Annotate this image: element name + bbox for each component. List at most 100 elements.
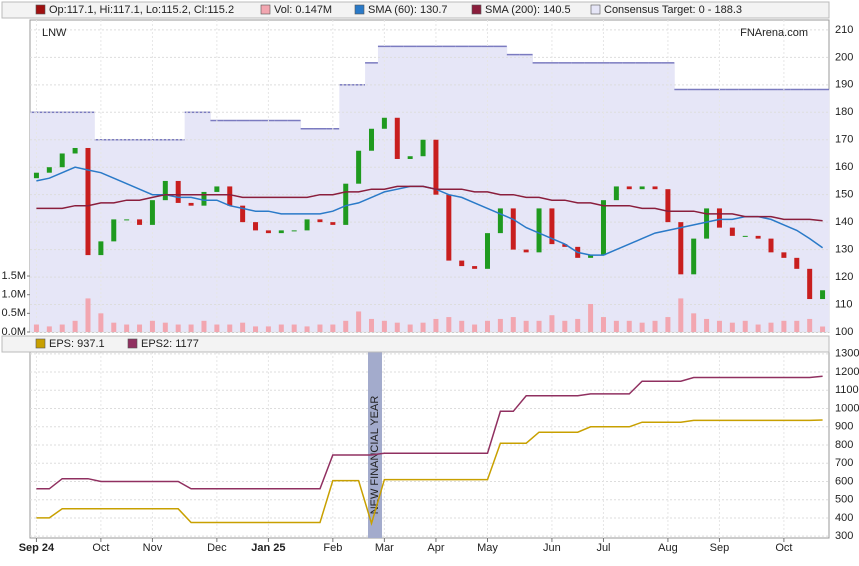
target-area (493, 46, 508, 332)
volume-bar (356, 311, 362, 332)
volume-bar (639, 322, 645, 332)
volume-bar (381, 320, 387, 332)
legend-bar (1, 335, 830, 353)
volume-bar (85, 298, 91, 332)
target-area (236, 120, 250, 333)
volume-bar (227, 324, 233, 332)
target-area (171, 139, 186, 332)
candle (497, 208, 503, 234)
legend-label: EPS: 937.1 (49, 338, 105, 350)
target-area (622, 62, 637, 333)
volume-bar (729, 322, 735, 332)
legend-swatch (354, 4, 365, 15)
candle (149, 200, 155, 225)
target-area (416, 46, 430, 332)
candle (510, 208, 516, 250)
target-area (210, 120, 224, 333)
candle (304, 219, 310, 231)
volume-bar (781, 320, 787, 332)
target-area (803, 89, 817, 332)
legend-swatch (590, 4, 601, 15)
volume-bar (755, 324, 761, 332)
candle (356, 150, 362, 184)
candle (201, 191, 207, 206)
candle (394, 117, 400, 159)
legend-swatch (35, 338, 46, 349)
volume-bar (98, 313, 104, 332)
y-tick-label: 180 (835, 106, 853, 118)
legend-swatch (35, 4, 46, 15)
target-area (648, 62, 662, 333)
y-tick-label: 600 (835, 475, 853, 487)
candle (639, 186, 645, 190)
candle (678, 222, 684, 275)
watermark: FNArena.com (740, 27, 808, 39)
volume-bar (588, 304, 594, 332)
x-tick-label: Nov (143, 542, 163, 554)
volume-bar (549, 315, 555, 332)
candle (472, 266, 478, 269)
volume-bar (124, 324, 130, 332)
volume-bar (175, 324, 181, 332)
x-tick-label: Feb (323, 542, 342, 554)
target-area (777, 89, 791, 332)
target-area (738, 89, 753, 332)
volume-bar (137, 324, 143, 332)
x-tick-label: Mar (375, 542, 394, 554)
y-tick-label: 1000 (835, 402, 859, 414)
legend-swatch (471, 4, 482, 15)
candle (278, 230, 284, 234)
candle (562, 244, 568, 247)
legend-label: SMA (60): 130.7 (368, 4, 448, 16)
legend-label: EPS2: 1177 (141, 338, 199, 350)
y-tick-label: 200 (835, 51, 853, 63)
candle (46, 167, 52, 173)
volume-bar (240, 322, 246, 332)
target-area (635, 62, 649, 333)
candle (162, 180, 168, 201)
volume-bar (510, 317, 516, 332)
target-area (261, 120, 276, 333)
candle (755, 235, 761, 239)
target-area (313, 128, 327, 332)
y-tick-label: 1100 (835, 384, 859, 396)
y-tick-label: 150 (835, 189, 853, 201)
y-tick-label: 1200 (835, 366, 859, 378)
target-area (223, 120, 237, 333)
volume-bar (369, 318, 375, 332)
target-area (519, 54, 533, 333)
candle (600, 200, 606, 256)
candle (175, 180, 181, 203)
candle (716, 208, 722, 228)
target-area (571, 62, 585, 333)
y2-tick-label: 1.0M (2, 289, 26, 301)
volume-bar (497, 318, 503, 332)
candle (59, 153, 65, 168)
volume-bar (446, 317, 452, 332)
target-area (326, 128, 340, 332)
candle (768, 238, 774, 253)
volume-bar (459, 320, 465, 332)
target-area (725, 89, 740, 332)
candle (124, 219, 130, 221)
candle (381, 117, 387, 129)
candle (588, 255, 594, 258)
volume-bar (278, 324, 284, 332)
volume-bar (33, 324, 39, 332)
volume-bar (536, 320, 542, 332)
legend-bar (1, 1, 830, 19)
legend-label: Op:117.1, Hi:117.1, Lo:115.2, Cl:115.2 (49, 4, 234, 16)
volume-bar (201, 320, 207, 332)
candle (484, 233, 490, 269)
y-tick-label: 100 (835, 326, 853, 338)
volume-bar (807, 318, 813, 332)
x-tick-label: Dec (207, 542, 227, 554)
volume-bar (652, 320, 658, 332)
series-line (36, 185, 823, 222)
candle (433, 139, 439, 195)
y2-tick-label: 1.5M (2, 270, 26, 282)
volume-bar (600, 317, 606, 332)
volume-bar (253, 326, 259, 332)
volume-bar (59, 324, 65, 332)
volume-bar (149, 320, 155, 332)
